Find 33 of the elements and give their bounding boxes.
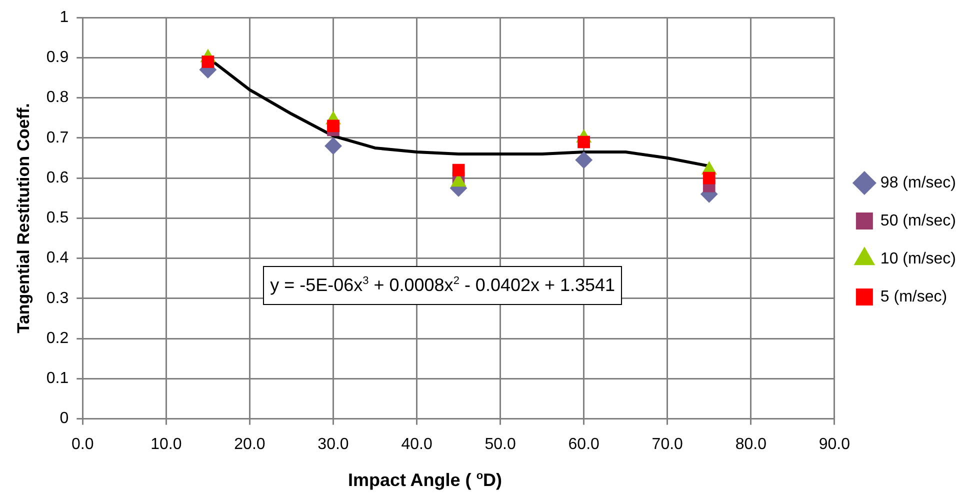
legend-label: 5 (m/sec) bbox=[880, 288, 948, 306]
x-tick-label: 30.0 bbox=[318, 436, 349, 453]
x-tick-label: 70.0 bbox=[652, 436, 684, 453]
y-tick-label: 0.9 bbox=[46, 49, 69, 66]
x-tick-label: 0.0 bbox=[72, 436, 94, 453]
y-tick-label: 1 bbox=[60, 9, 69, 26]
y-tick-label: 0.4 bbox=[46, 250, 69, 267]
y-tick-label: 0.5 bbox=[46, 210, 69, 227]
legend-label: 98 (m/sec) bbox=[880, 174, 956, 192]
x-tick-label: 60.0 bbox=[568, 436, 600, 453]
point bbox=[452, 164, 465, 176]
annotation: y = -5E-06x$^{3}$ + 0.0008x$^{2}$ - 0.0402x + 1.3541 bbox=[263, 266, 622, 306]
point bbox=[575, 152, 592, 169]
y-tick-label: 0.6 bbox=[46, 169, 69, 186]
y-tick-label: 0.7 bbox=[46, 129, 69, 146]
y-tick-label: 0.1 bbox=[46, 370, 69, 388]
y-tick-label: 0.3 bbox=[46, 290, 69, 307]
point bbox=[702, 172, 716, 184]
x-axis-title: Impact Angle ( $^{o}$D) bbox=[346, 470, 504, 491]
y-tick-label: 0 bbox=[60, 410, 69, 428]
x-tick-label: 90.0 bbox=[818, 436, 850, 453]
y-tick-label: 0.8 bbox=[46, 89, 69, 106]
point bbox=[324, 137, 342, 154]
x-tick-label: 10.0 bbox=[150, 436, 182, 453]
legend-label: 50 (m/sec) bbox=[880, 212, 956, 230]
y-axis-title: Tangential Restitution Coeff. bbox=[14, 103, 33, 334]
x-tick-label: 50.0 bbox=[484, 436, 516, 453]
x-tick-label: 80.0 bbox=[735, 436, 767, 453]
x-tick-label: 40.0 bbox=[401, 436, 432, 453]
y-tick-label: 0.2 bbox=[46, 330, 69, 347]
legend-label: 10 (m/sec) bbox=[880, 250, 956, 268]
point bbox=[327, 120, 340, 132]
x-tick-label: 20.0 bbox=[234, 436, 266, 453]
